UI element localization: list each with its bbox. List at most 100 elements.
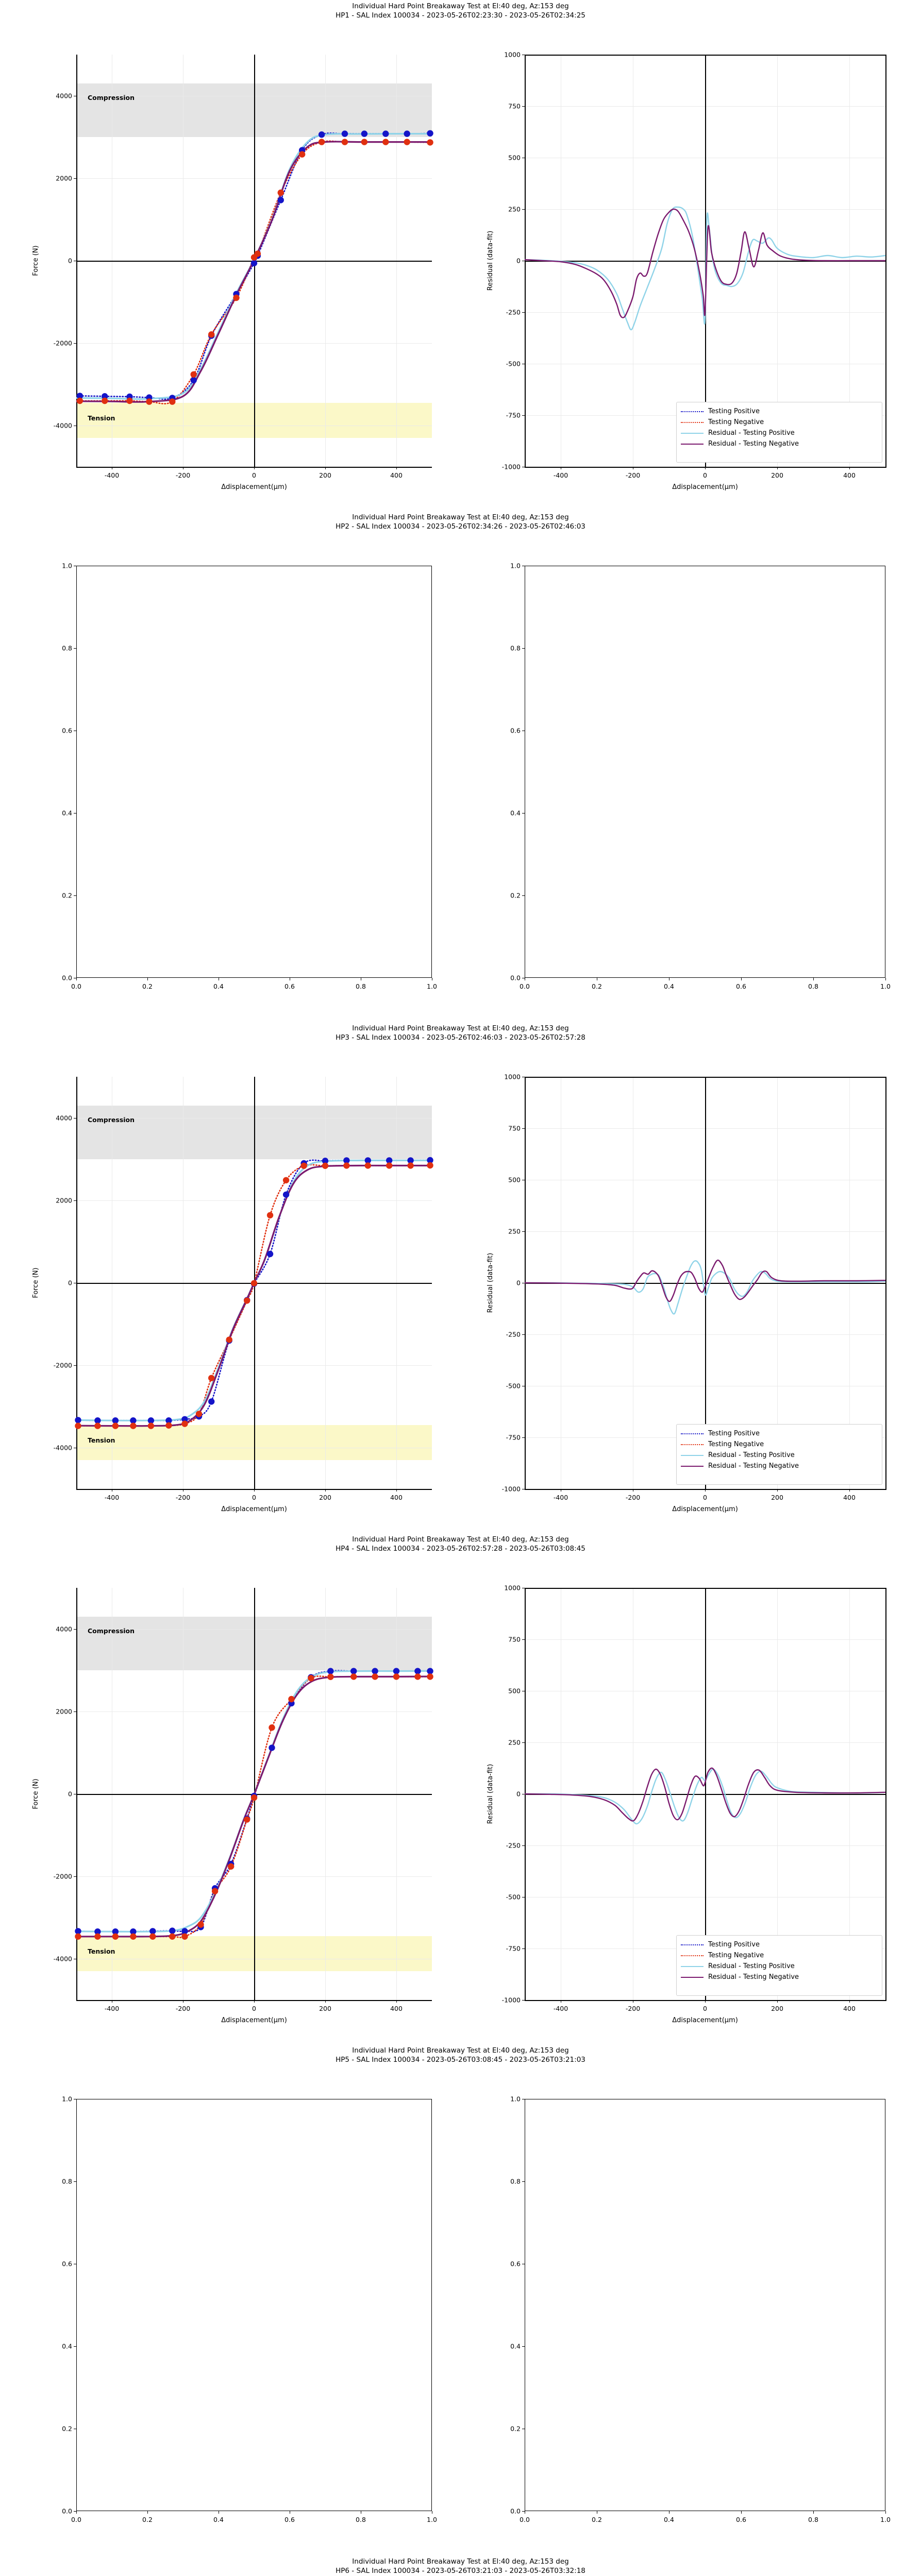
x-tick-label: 400 — [843, 471, 856, 479]
data-point — [208, 1375, 215, 1381]
data-point — [364, 1157, 371, 1164]
legend-label: Testing Negative — [708, 1952, 764, 1959]
zero-vertical-line — [705, 1077, 706, 1489]
data-point — [277, 197, 284, 204]
x-tick-label: 0.2 — [592, 982, 602, 990]
data-point — [102, 393, 108, 400]
y-tick — [74, 2346, 76, 2347]
legend-item[interactable]: Testing Positive — [681, 1428, 877, 1439]
data-point — [75, 1422, 81, 1429]
legend-item[interactable]: Testing Negative — [681, 1950, 877, 1961]
legend-label: Residual - Testing Negative — [708, 1462, 799, 1470]
x-tick-label: -200 — [175, 2005, 191, 2012]
x-tick-label: -200 — [175, 1494, 191, 1501]
y-tick-label: 1000 — [504, 1073, 521, 1081]
x-tick — [849, 2000, 850, 2003]
legend-label: Testing Positive — [708, 408, 760, 415]
residual-curves — [524, 1259, 886, 1315]
legend-label: Residual - Testing Positive — [708, 429, 795, 437]
x-tick-label: 200 — [319, 1494, 331, 1501]
y-tick-label: 750 — [508, 1635, 521, 1643]
y-tick-label: 0 — [68, 257, 72, 265]
legend-item[interactable]: Residual - Testing Positive — [681, 428, 877, 438]
y-tick-label: 750 — [508, 102, 521, 110]
data-point — [227, 1863, 235, 1870]
y-tick-label: 250 — [508, 1738, 521, 1747]
y-tick — [522, 1437, 525, 1438]
residual-curve — [524, 1259, 886, 1302]
y-tick — [522, 312, 525, 313]
x-tick — [325, 2000, 326, 2003]
data-point — [318, 131, 325, 138]
data-point — [361, 130, 368, 137]
data-point — [427, 130, 433, 137]
y-tick-label: 0.2 — [510, 2425, 521, 2433]
legend-item[interactable]: Residual - Testing Negative — [681, 1461, 877, 1471]
row-title: Individual Hard Point Breakaway Test at … — [0, 1535, 921, 1553]
data-point — [126, 397, 133, 404]
y-tick-label: -4000 — [53, 1955, 72, 1963]
hardpoint-row: Individual Hard Point Breakaway Test at … — [0, 1022, 921, 1533]
x-tick-label: 200 — [771, 2005, 783, 2012]
y-tick — [522, 415, 525, 416]
force-curves — [75, 1157, 433, 1429]
data-point — [75, 1933, 81, 1940]
data-point — [404, 130, 410, 137]
row-title: Individual Hard Point Breakaway Test at … — [0, 2, 921, 20]
legend-item[interactable]: Testing Positive — [681, 406, 877, 417]
x-tick — [741, 978, 742, 980]
y-tick — [522, 895, 525, 896]
y-tick — [74, 813, 76, 814]
legend-item[interactable]: Testing Negative — [681, 417, 877, 428]
x-tick-label: 0.2 — [142, 2516, 153, 2523]
y-tick-label: 4000 — [56, 92, 72, 100]
row-title-line2: HP3 - SAL Index 100034 - 2023-05-26T02:4… — [336, 1033, 585, 1042]
legend-item[interactable]: Residual - Testing Positive — [681, 1961, 877, 1972]
x-tick-label: 0.0 — [520, 2516, 530, 2523]
data-point — [112, 1422, 119, 1429]
legend: Testing Positive Testing Negative Residual… — [676, 402, 882, 463]
x-tick-label: 0 — [252, 1494, 256, 1501]
legend-item[interactable]: Testing Positive — [681, 1939, 877, 1950]
x-tick-label: 1.0 — [880, 982, 891, 990]
data-point — [343, 1162, 350, 1169]
x-tick-label: 400 — [390, 471, 403, 479]
x-tick-label: 0.0 — [520, 982, 530, 990]
fit-curve — [76, 1164, 432, 1427]
x-tick-label: 0.8 — [808, 2516, 818, 2523]
x-tick-label: 200 — [771, 1494, 783, 1501]
legend-item[interactable]: Residual - Testing Positive — [681, 1450, 877, 1461]
x-tick-label: 400 — [390, 2005, 403, 2012]
y-tick-label: -750 — [506, 411, 521, 419]
y-tick-label: -750 — [506, 1944, 521, 1953]
data-point — [112, 1933, 119, 1940]
x-tick-label: 0 — [252, 471, 256, 479]
force-curves — [75, 1668, 433, 1940]
y-tick — [74, 2181, 76, 2182]
x-tick-label: 1.0 — [427, 2516, 437, 2523]
legend-item[interactable]: Residual - Testing Negative — [681, 438, 877, 449]
x-tick-label: 0.4 — [664, 2516, 674, 2523]
y-tick — [522, 106, 525, 107]
legend-label: Testing Negative — [708, 418, 764, 426]
x-tick-label: -200 — [625, 1494, 641, 1501]
data-point — [146, 398, 153, 405]
data-point — [244, 1816, 250, 1823]
x-tick-label: 0.8 — [356, 2516, 366, 2523]
data-point — [75, 1417, 81, 1423]
x-tick-label: 0.6 — [736, 982, 746, 990]
data-point — [208, 331, 215, 338]
x-tick-label: 200 — [319, 2005, 331, 2012]
data-point — [181, 1933, 188, 1940]
residual-curves — [524, 1767, 886, 1825]
data-point — [322, 1158, 329, 1164]
legend-item[interactable]: Residual - Testing Negative — [681, 1972, 877, 1982]
data-point — [112, 1928, 119, 1935]
data-point — [298, 151, 306, 158]
x-tick-label: 0.2 — [592, 2516, 602, 2523]
y-tick-label: 2000 — [56, 1196, 72, 1205]
row-title-line2: HP1 - SAL Index 100034 - 2023-05-26T02:2… — [336, 11, 585, 20]
y-tick-label: -1000 — [501, 463, 521, 471]
x-tick — [741, 2511, 742, 2514]
legend-item[interactable]: Testing Negative — [681, 1439, 877, 1450]
